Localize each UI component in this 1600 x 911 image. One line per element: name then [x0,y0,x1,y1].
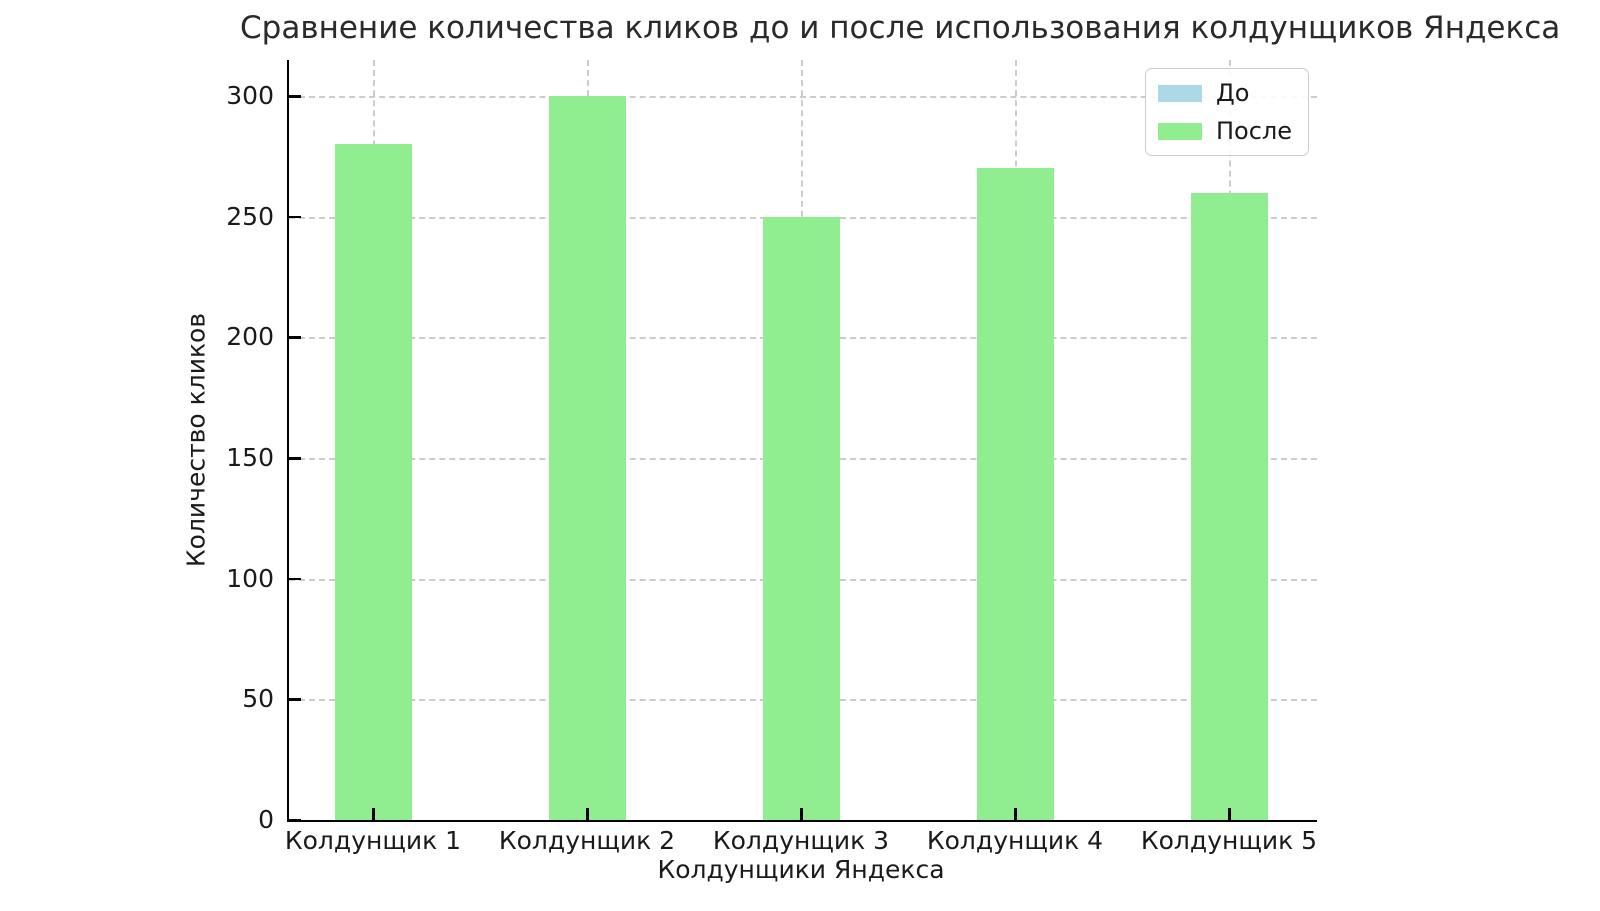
x-tick-label: Колдунщик 3 [712,826,890,855]
bar-После-5 [1190,192,1268,820]
y-tick [289,698,301,701]
bar-После-4 [976,168,1054,820]
y-tick-label: 0 [258,805,274,834]
legend-swatch-before [1157,84,1202,102]
legend: До После [1144,68,1309,156]
y-tick [289,95,301,98]
legend-swatch-after [1157,122,1202,140]
bar-После-3 [762,216,840,820]
y-tick-label: 250 [226,201,274,231]
legend-entry-before: До [1157,79,1292,107]
x-tick [586,808,589,820]
y-tick [289,577,301,581]
bar-После-1 [334,144,412,820]
x-tick [1228,808,1231,820]
x-tick [372,808,375,820]
x-axis-label: Колдунщики Яндекса [657,855,945,884]
x-tick-label: Колдунщик 2 [498,826,676,855]
y-tick [289,336,301,339]
legend-label-before: До [1215,79,1250,107]
y-tick [289,819,301,822]
plot-area: До После 0 50 100 150 200 250 300 Колдунщик 1 Ко… [226,60,1317,855]
y-tick-label: 300 [226,81,274,110]
y-tick [289,457,301,460]
x-tick-label: Колдунщик 1 [284,826,462,855]
y-tick-label: 100 [226,563,274,593]
bar-После-2 [548,96,626,820]
h-gridline [289,96,1317,98]
legend-label-after: После [1215,117,1292,145]
y-tick-label: 50 [242,684,274,714]
chart-title: Сравнение количества кликов до и после и… [240,10,1561,46]
x-tick [800,808,803,820]
x-tick-label: Колдунщик 4 [926,826,1104,855]
x-tick [1014,808,1017,820]
y-tick [289,215,301,219]
y-tick-label: 150 [226,443,274,472]
x-tick-label: Колдунщик 5 [1140,826,1318,855]
y-tick-label: 200 [226,322,274,352]
legend-entry-after: После [1157,117,1292,145]
